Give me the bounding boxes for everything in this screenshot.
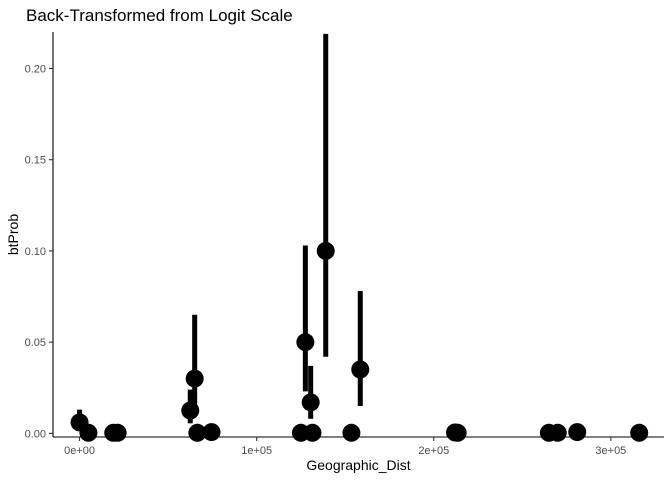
data-point [108, 423, 127, 442]
data-point [185, 369, 204, 388]
data-point [301, 393, 320, 412]
x-tick-label: 0e+00 [64, 445, 95, 457]
x-tick-label: 3e+05 [595, 445, 626, 457]
y-tick-label: 0.10 [25, 246, 46, 258]
data-point [448, 423, 467, 442]
data-point [548, 423, 567, 442]
x-tick-label: 1e+05 [241, 445, 272, 457]
x-axis-ticks: 0e+00 1e+05 2e+05 3e+05 [64, 437, 626, 457]
data-point [181, 401, 200, 420]
x-tick-label: 2e+05 [418, 445, 449, 457]
y-axis-title: btProb [5, 214, 21, 255]
y-tick-label: 0.20 [25, 63, 46, 75]
y-tick-label: 0.15 [25, 155, 46, 167]
data-point [568, 423, 587, 442]
data-point [296, 333, 315, 352]
data-point [202, 423, 221, 442]
plot-marks [70, 33, 649, 442]
y-axis-ticks: 0.00 0.05 0.10 0.15 0.20 [25, 63, 53, 440]
data-point [316, 241, 335, 260]
data-point [351, 360, 370, 379]
data-point [342, 423, 361, 442]
data-point [79, 423, 98, 442]
x-axis-title: Geographic_Dist [306, 457, 410, 473]
y-tick-label: 0.00 [25, 428, 46, 440]
data-point [630, 423, 649, 442]
chart-title: Back-Transformed from Logit Scale [26, 6, 293, 25]
y-tick-label: 0.05 [25, 337, 46, 349]
data-point [303, 423, 322, 442]
